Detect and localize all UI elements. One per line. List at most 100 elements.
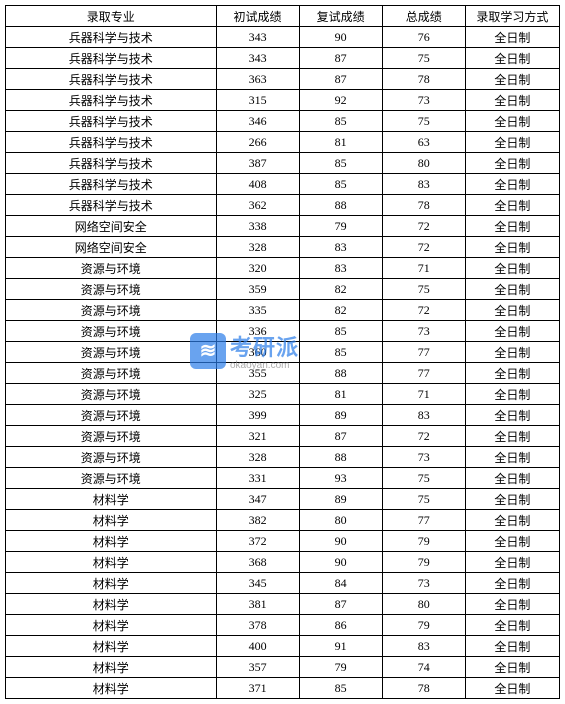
table-cell: 86 <box>299 615 382 636</box>
table-cell: 全日制 <box>465 447 559 468</box>
table-cell: 资源与环境 <box>6 363 217 384</box>
table-row: 兵器科学与技术4088583全日制 <box>6 174 560 195</box>
table-cell: 75 <box>382 111 465 132</box>
table-cell: 72 <box>382 300 465 321</box>
table-cell: 材料学 <box>6 678 217 699</box>
table-cell: 兵器科学与技术 <box>6 48 217 69</box>
table-cell: 88 <box>299 363 382 384</box>
table-row: 材料学3458473全日制 <box>6 573 560 594</box>
table-cell: 72 <box>382 216 465 237</box>
table-cell: 82 <box>299 300 382 321</box>
table-cell: 355 <box>216 363 299 384</box>
table-cell: 全日制 <box>465 342 559 363</box>
table-cell: 71 <box>382 384 465 405</box>
table-cell: 371 <box>216 678 299 699</box>
table-row: 兵器科学与技术3638778全日制 <box>6 69 560 90</box>
table-cell: 85 <box>299 321 382 342</box>
table-cell: 331 <box>216 468 299 489</box>
table-cell: 90 <box>299 531 382 552</box>
table-cell: 全日制 <box>465 27 559 48</box>
table-cell: 343 <box>216 48 299 69</box>
table-body: 兵器科学与技术3439076全日制兵器科学与技术3438775全日制兵器科学与技… <box>6 27 560 699</box>
table-cell: 338 <box>216 216 299 237</box>
table-cell: 资源与环境 <box>6 468 217 489</box>
table-cell: 362 <box>216 195 299 216</box>
table-cell: 全日制 <box>465 195 559 216</box>
table-cell: 75 <box>382 489 465 510</box>
table-cell: 87 <box>299 594 382 615</box>
table-cell: 80 <box>299 510 382 531</box>
table-cell: 全日制 <box>465 111 559 132</box>
table-row: 兵器科学与技术3159273全日制 <box>6 90 560 111</box>
table-row: 材料学3729079全日制 <box>6 531 560 552</box>
table-row: 材料学3718578全日制 <box>6 678 560 699</box>
table-cell: 90 <box>299 27 382 48</box>
table-cell: 全日制 <box>465 237 559 258</box>
header-retest-score: 复试成绩 <box>299 6 382 27</box>
table-cell: 73 <box>382 321 465 342</box>
table-cell: 网络空间安全 <box>6 237 217 258</box>
table-cell: 全日制 <box>465 216 559 237</box>
table-cell: 321 <box>216 426 299 447</box>
table-cell: 材料学 <box>6 531 217 552</box>
table-cell: 79 <box>382 531 465 552</box>
table-cell: 357 <box>216 657 299 678</box>
table-row: 资源与环境3358272全日制 <box>6 300 560 321</box>
table-cell: 85 <box>299 153 382 174</box>
table-cell: 382 <box>216 510 299 531</box>
table-row: 资源与环境3208371全日制 <box>6 258 560 279</box>
table-row: 网络空间安全3387972全日制 <box>6 216 560 237</box>
table-cell: 兵器科学与技术 <box>6 174 217 195</box>
table-cell: 全日制 <box>465 132 559 153</box>
table-cell: 全日制 <box>465 489 559 510</box>
table-cell: 328 <box>216 447 299 468</box>
table-cell: 网络空间安全 <box>6 216 217 237</box>
table-cell: 93 <box>299 468 382 489</box>
table-row: 资源与环境3558877全日制 <box>6 363 560 384</box>
table-cell: 266 <box>216 132 299 153</box>
table-cell: 全日制 <box>465 153 559 174</box>
table-cell: 368 <box>216 552 299 573</box>
table-cell: 全日制 <box>465 468 559 489</box>
table-row: 材料学3478975全日制 <box>6 489 560 510</box>
table-cell: 75 <box>382 468 465 489</box>
table-cell: 全日制 <box>465 594 559 615</box>
table-cell: 74 <box>382 657 465 678</box>
table-cell: 83 <box>382 636 465 657</box>
table-cell: 92 <box>299 90 382 111</box>
table-cell: 73 <box>382 573 465 594</box>
table-cell: 77 <box>382 363 465 384</box>
table-cell: 全日制 <box>465 48 559 69</box>
table-cell: 408 <box>216 174 299 195</box>
table-cell: 360 <box>216 342 299 363</box>
table-row: 材料学3689079全日制 <box>6 552 560 573</box>
table-row: 兵器科学与技术3438775全日制 <box>6 48 560 69</box>
table-cell: 79 <box>299 657 382 678</box>
admission-table: 录取专业 初试成绩 复试成绩 总成绩 录取学习方式 兵器科学与技术3439076… <box>5 5 560 699</box>
table-cell: 资源与环境 <box>6 426 217 447</box>
table-cell: 83 <box>299 237 382 258</box>
table-cell: 78 <box>382 195 465 216</box>
table-row: 兵器科学与技术3439076全日制 <box>6 27 560 48</box>
table-cell: 全日制 <box>465 279 559 300</box>
table-cell: 363 <box>216 69 299 90</box>
table-cell: 328 <box>216 237 299 258</box>
table-cell: 71 <box>382 258 465 279</box>
table-cell: 兵器科学与技术 <box>6 153 217 174</box>
table-cell: 兵器科学与技术 <box>6 27 217 48</box>
table-cell: 359 <box>216 279 299 300</box>
table-cell: 325 <box>216 384 299 405</box>
table-cell: 资源与环境 <box>6 405 217 426</box>
table-cell: 73 <box>382 90 465 111</box>
table-cell: 资源与环境 <box>6 384 217 405</box>
table-cell: 全日制 <box>465 426 559 447</box>
table-row: 资源与环境3319375全日制 <box>6 468 560 489</box>
table-cell: 全日制 <box>465 69 559 90</box>
header-initial-score: 初试成绩 <box>216 6 299 27</box>
table-row: 资源与环境3288873全日制 <box>6 447 560 468</box>
table-cell: 全日制 <box>465 363 559 384</box>
table-cell: 79 <box>382 552 465 573</box>
table-cell: 资源与环境 <box>6 300 217 321</box>
table-cell: 315 <box>216 90 299 111</box>
table-cell: 77 <box>382 510 465 531</box>
